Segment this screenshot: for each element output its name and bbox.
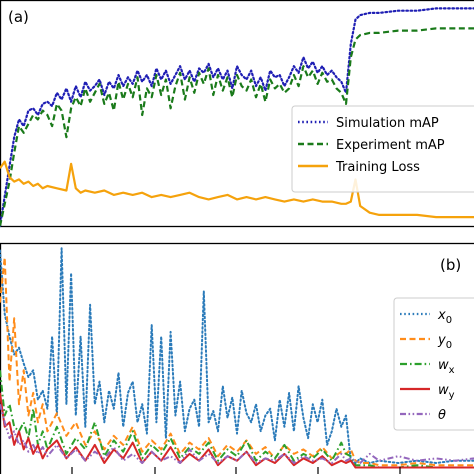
legend-label-main: Simulation mAP bbox=[336, 116, 439, 131]
panel-a-label: (a) bbox=[8, 8, 29, 26]
legend-label-y0: y0 bbox=[437, 333, 452, 351]
legend-label-main: Experiment mAP bbox=[336, 138, 445, 153]
series-line-experiment-map bbox=[0, 27, 474, 227]
legend-label-main: Training Loss bbox=[335, 160, 420, 175]
legend-label-subscript: y bbox=[449, 390, 455, 401]
series-line-simulation-map bbox=[0, 7, 474, 228]
legend-label-simulation-map: Simulation mAP bbox=[336, 116, 439, 131]
legend-label-training-loss: Training Loss bbox=[335, 160, 420, 175]
legend-label-main: y bbox=[437, 333, 446, 348]
panel-a-legend-box bbox=[291, 105, 474, 193]
panel-b-frame bbox=[0, 242, 474, 474]
panel-b-label: (b) bbox=[440, 256, 461, 274]
panel-b-x-ticks bbox=[71, 467, 401, 474]
legend-label-wy: wy bbox=[438, 383, 455, 401]
series-line-x0 bbox=[0, 247, 474, 464]
panel-b-legend-box bbox=[393, 297, 474, 431]
series-line-training-loss bbox=[0, 160, 474, 219]
legend-label-theta: θ bbox=[438, 408, 446, 423]
legend-label-subscript: x bbox=[449, 365, 455, 376]
legend-label-main: θ bbox=[438, 408, 446, 423]
panel-a-legend-entries: Simulation mAP Experiment mAP Training Los… bbox=[298, 116, 445, 175]
panel-a-legend: Simulation mAP Experiment mAP Training Los… bbox=[291, 105, 474, 193]
panel-b-series bbox=[0, 247, 474, 469]
legend-label-main: w bbox=[438, 358, 449, 373]
series-line-theta bbox=[0, 403, 474, 464]
legend-label-main: x bbox=[437, 308, 446, 323]
legend-label-wx: wx bbox=[438, 358, 455, 376]
legend-label-experiment-map: Experiment mAP bbox=[336, 138, 445, 153]
series-line-y0 bbox=[0, 256, 474, 467]
panel-a: (a) Simulation mAP Experiment mAP Training… bbox=[0, 0, 474, 228]
legend-label-main: w bbox=[438, 383, 449, 398]
series-line-wx bbox=[0, 370, 474, 469]
legend-label-subscript: 0 bbox=[446, 315, 452, 326]
panel-a-series bbox=[0, 7, 474, 228]
panel-a-frame bbox=[0, 0, 474, 228]
legend-label-x0: x0 bbox=[437, 308, 452, 326]
legend-label-subscript: 0 bbox=[446, 340, 452, 351]
